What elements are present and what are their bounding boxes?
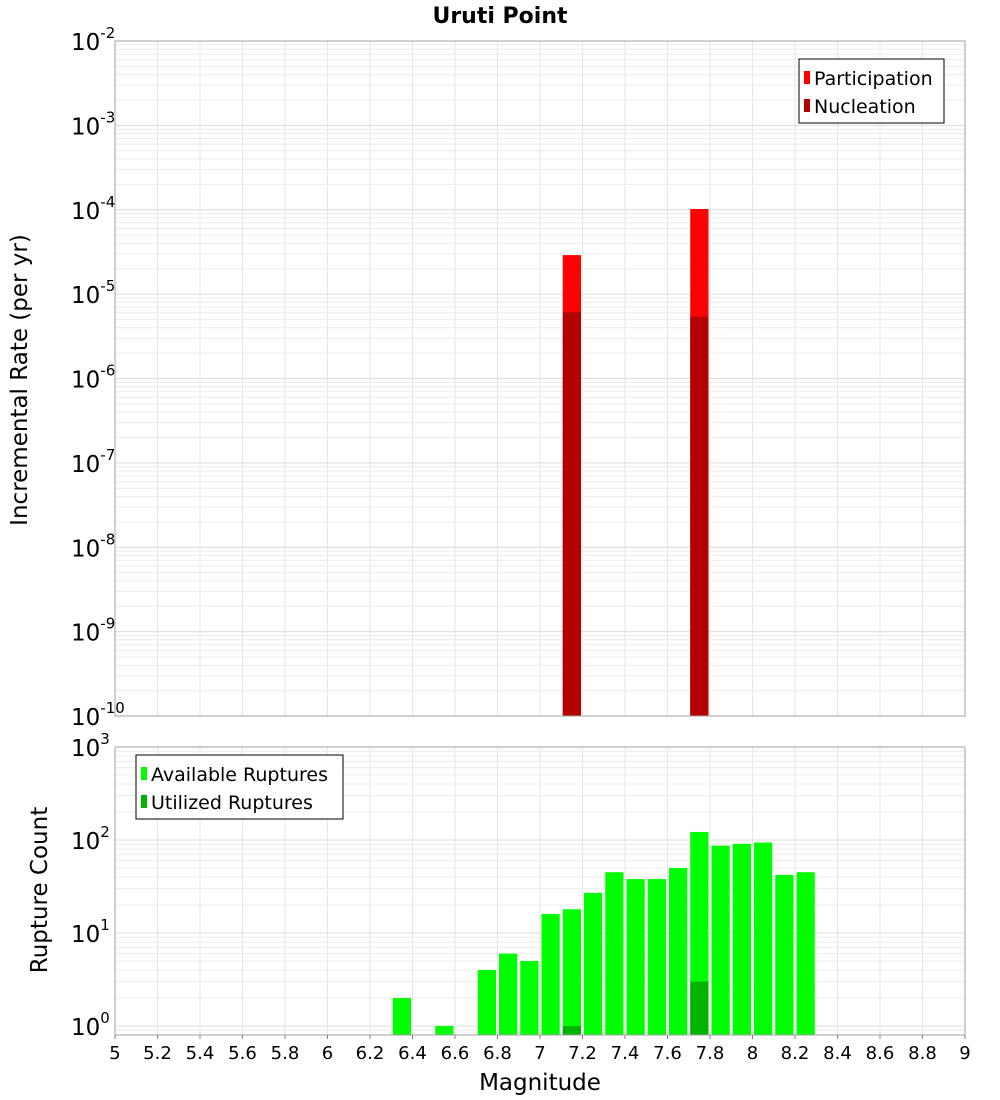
count-x-ticks: 5 5.2 5.4 5.6 5.8 6 6.2 6.4 6.6 6.8 7 7.2 7.4 7.6 7.8 8… <box>109 1035 971 1064</box>
count-bar-available-ruptures <box>584 892 603 1035</box>
count-bar-available-ruptures <box>435 1025 454 1035</box>
count-bar-available-ruptures <box>605 872 624 1035</box>
count-x-tick-label: 6.2 <box>356 1043 385 1064</box>
count-bar-available-ruptures <box>754 842 773 1035</box>
count-bar-available-ruptures <box>499 953 518 1035</box>
count-legend-box <box>135 754 344 820</box>
count-x-tick-label: 7 <box>534 1043 545 1064</box>
rate-grid <box>115 41 966 717</box>
count-x-tick-label: 7.2 <box>568 1043 597 1064</box>
count-x-tick-label: 5 <box>109 1043 120 1064</box>
count-bar-available-ruptures <box>796 872 815 1035</box>
rate-legend-label: Nucleation <box>814 96 916 118</box>
x-axis-label: Magnitude <box>479 1070 601 1096</box>
count-x-tick-label: 6 <box>322 1043 333 1064</box>
count-x-tick-label: 5.8 <box>271 1043 300 1064</box>
rate-y-tick-label: 10-10 <box>71 699 125 731</box>
count-bar-available-ruptures <box>562 909 581 1035</box>
count-bar-available-ruptures <box>775 875 794 1035</box>
count-bar-utilized-ruptures <box>690 981 709 1035</box>
count-bar-available-ruptures <box>477 969 496 1035</box>
count-y-axis-label: Rupture Count <box>27 807 53 973</box>
rate-y-tick-label: 10-3 <box>71 108 115 140</box>
rate-plot: 10-10 10-9 10-8 10-7 10-6 10-5 10-4 10-3 10-2 <box>71 24 966 731</box>
count-bar-available-ruptures <box>732 843 751 1035</box>
count-x-tick-label: 8 <box>747 1043 758 1064</box>
count-legend-label: Available Ruptures <box>151 764 328 786</box>
count-x-tick-label: 8.2 <box>781 1043 810 1064</box>
rate-legend-label: Participation <box>814 68 933 90</box>
rate-legend: Participation Nucleation <box>798 58 945 124</box>
rate-legend-box <box>798 58 945 124</box>
rate-bar-nucleation <box>690 316 709 716</box>
count-y-tick-label: 103 <box>71 730 110 762</box>
count-legend-label: Utilized Ruptures <box>151 792 313 814</box>
count-x-tick-label: 5.2 <box>143 1043 172 1064</box>
count-x-tick-label: 5.4 <box>186 1043 215 1064</box>
rate-y-tick-label: 10-5 <box>71 277 115 309</box>
rate-legend-swatch <box>804 99 810 112</box>
count-x-tick-label: 7.6 <box>653 1043 682 1064</box>
count-bar-available-ruptures <box>647 879 666 1035</box>
rate-y-ticks: 10-10 10-9 10-8 10-7 10-6 10-5 10-4 10-3 10-2 <box>71 24 125 731</box>
count-y-tick-label: 102 <box>71 823 110 855</box>
count-x-tick-label: 6.8 <box>483 1043 512 1064</box>
count-x-tick-label: 8.8 <box>908 1043 937 1064</box>
count-legend-swatch <box>141 767 147 780</box>
rate-legend-swatch <box>804 71 810 84</box>
count-x-tick-label: 8.4 <box>823 1043 852 1064</box>
count-legend: Available Ruptures Utilized Ruptures <box>135 754 344 820</box>
count-bar-available-ruptures <box>669 867 688 1035</box>
count-x-tick-label: 9 <box>959 1043 970 1064</box>
count-bar-available-ruptures <box>711 845 730 1035</box>
count-bar-available-ruptures <box>541 914 560 1035</box>
count-bar-available-ruptures <box>520 960 539 1035</box>
count-y-ticks: 100 101 102 103 <box>71 730 110 1041</box>
chart-title: Uruti Point <box>432 4 568 29</box>
rate-y-tick-label: 10-7 <box>71 446 115 478</box>
count-legend-swatch <box>141 795 147 808</box>
rate-bar-nucleation <box>562 312 581 716</box>
count-x-tick-label: 7.8 <box>696 1043 725 1064</box>
rate-frame <box>114 40 966 717</box>
count-series-1 <box>562 981 709 1035</box>
count-x-tick-label: 8.6 <box>866 1043 895 1064</box>
rate-y-axis-label: Incremental Rate (per yr) <box>7 234 33 526</box>
rate-series-1 <box>562 312 709 716</box>
rate-y-tick-label: 10-8 <box>71 530 115 562</box>
rate-y-tick-label: 10-9 <box>71 615 115 647</box>
count-y-tick-label: 100 <box>71 1009 110 1041</box>
rate-y-tick-label: 10-2 <box>71 24 115 56</box>
count-grid <box>115 747 966 1036</box>
rate-y-tick-label: 10-6 <box>71 362 115 394</box>
rate-y-tick-label: 10-4 <box>71 193 115 225</box>
count-bar-available-ruptures <box>626 879 645 1035</box>
count-bar-available-ruptures <box>392 997 411 1035</box>
count-x-tick-label: 5.6 <box>228 1043 257 1064</box>
count-x-tick-label: 6.4 <box>398 1043 427 1064</box>
count-x-tick-label: 6.6 <box>441 1043 470 1064</box>
count-bar-utilized-ruptures <box>562 1025 581 1035</box>
count-x-tick-label: 7.4 <box>611 1043 640 1064</box>
count-y-tick-label: 101 <box>71 916 110 948</box>
